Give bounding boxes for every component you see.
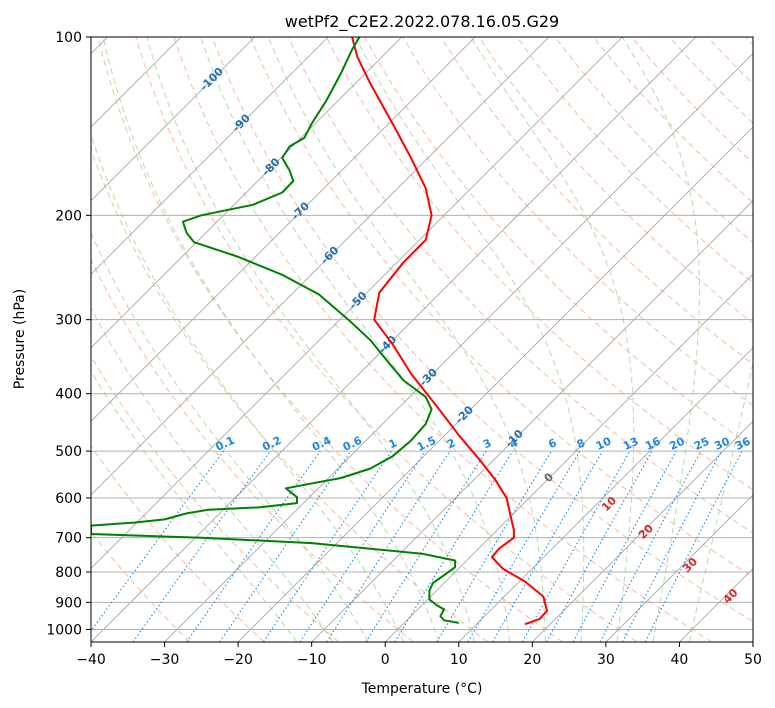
mixing-ratio-label: 10 [594, 435, 614, 453]
mixing-ratio-line [326, 450, 451, 642]
mixing-ratio-line [394, 450, 514, 642]
isotherm-line [605, 494, 753, 642]
isotherm-line [458, 347, 753, 642]
isotherm-line [91, 37, 403, 349]
moist-adiabat [91, 133, 405, 642]
mixing-ratio-label: 36 [733, 435, 753, 453]
isotherm-line [91, 37, 329, 275]
dry-adiabat [91, 355, 340, 642]
moist-adiabat [688, 360, 753, 642]
x-tick-label: 10 [450, 652, 468, 668]
moist-adiabat [102, 37, 440, 642]
temperature-profile [351, 37, 548, 626]
x-tick-label: −20 [223, 652, 253, 668]
isotherm-line [91, 37, 623, 570]
y-axis-label: Pressure (hPa) [12, 289, 28, 389]
x-tick-label: 50 [744, 652, 762, 668]
isotherm-line [311, 200, 753, 642]
y-tick-label: 400 [55, 387, 82, 403]
x-tick-label: −40 [76, 652, 106, 668]
plot-frame [90, 36, 754, 643]
x-tick-label: 0 [381, 652, 390, 668]
dry-adiabat [97, 37, 563, 642]
mixing-ratio-label: 20 [667, 435, 687, 453]
plot-area: 0.1 0.2 0.4 0.6 1 1.5 2 3 4 6 8 10 13 16 20 25 30 36-100-… [91, 37, 753, 642]
dry-adiabat [249, 37, 753, 578]
moist-adiabat [91, 231, 369, 642]
dewpoint-profile [91, 37, 459, 624]
isotherm-line [91, 37, 255, 202]
dry-adiabat [287, 37, 753, 534]
isotherm-line [91, 37, 476, 422]
moist-adiabat [621, 37, 700, 642]
isotherm-line [91, 37, 697, 642]
y-tick-label: 700 [55, 531, 82, 547]
x-axis-label: Temperature (°C) [361, 681, 483, 697]
y-tick-label: 200 [55, 208, 82, 224]
y-tick-label: 100 [55, 30, 82, 46]
y-tick-label: 500 [55, 444, 82, 460]
mixing-ratio-label: 25 [692, 435, 711, 453]
isotherm-line [91, 37, 550, 496]
isotherm-line [237, 126, 753, 642]
x-tick-label: 30 [597, 652, 615, 668]
y-tick-label: 300 [55, 313, 82, 329]
mixing-ratio-line [219, 450, 352, 642]
y-tick-label: 900 [55, 595, 82, 611]
axis-ticks: −40 −30 −20 −10 0 10 20 30 40 50 100 200 300 400 500 60… [46, 30, 762, 668]
moist-adiabat [91, 370, 298, 642]
mixing-ratio-line [522, 450, 631, 642]
mixing-ratio-line [263, 450, 392, 642]
chart-title: wetPf2_C2E2.2022.078.16.05.G29 [285, 12, 559, 32]
dry-adiabat [91, 445, 265, 642]
x-tick-label: −30 [150, 652, 180, 668]
mixing-ratio-label: 16 [643, 435, 663, 453]
mixing-ratio-line [186, 450, 321, 642]
dry-adiabat [211, 37, 753, 623]
moist-adiabat [146, 37, 475, 642]
mixing-ratio-line [546, 450, 653, 642]
dry-adiabat [326, 37, 753, 491]
mixing-ratio-line [299, 450, 426, 642]
moist-adiabat [355, 37, 585, 642]
y-tick-label: 600 [55, 491, 82, 507]
dry-adiabat [91, 258, 414, 642]
mixing-ratio-label: 30 [712, 435, 732, 453]
dry-adiabat [135, 37, 638, 642]
moist-adiabat [200, 37, 511, 642]
x-tick-label: 20 [523, 652, 541, 668]
isotherm-line [384, 273, 753, 642]
mixing-ratio-line [572, 450, 677, 642]
mixing-ratio-label: 13 [621, 435, 640, 453]
moist-adiabat [91, 307, 334, 642]
dry-adiabat [173, 37, 713, 642]
y-tick-label: 1000 [46, 622, 82, 638]
x-tick-label: −10 [297, 652, 327, 668]
mixing-ratio-line [644, 450, 743, 642]
y-tick-label: 800 [55, 565, 82, 581]
mixing-ratio-line [91, 450, 224, 632]
isotherm-line [532, 420, 753, 642]
x-tick-label: 40 [671, 652, 689, 668]
mixing-ratio-line [132, 450, 271, 642]
